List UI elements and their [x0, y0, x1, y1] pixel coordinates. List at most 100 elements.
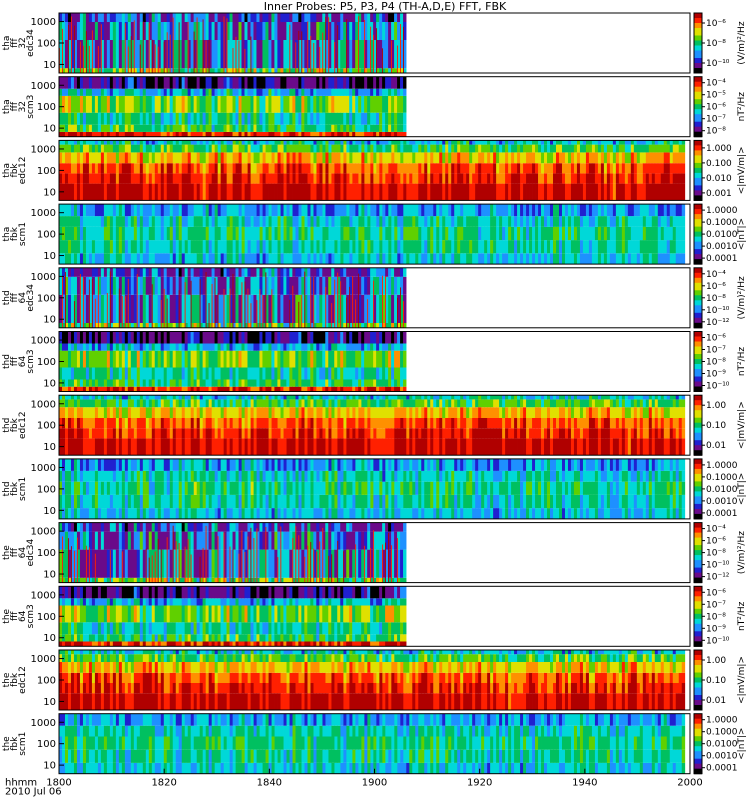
spectrogram-cell: [103, 76, 108, 89]
spectrogram-cell: [247, 183, 252, 201]
spectrogram-cell: [130, 144, 135, 153]
spectrogram-cell: [289, 76, 293, 89]
spectrogram-cell: [250, 95, 254, 113]
spectrogram-cell: [588, 140, 593, 145]
spectrogram-cell: [403, 173, 407, 184]
spectrogram-cell: [436, 253, 440, 265]
colorbar-tick-label: 10⁻¹⁰: [706, 306, 730, 316]
spectrogram-cell: [334, 350, 338, 368]
spectrogram-cell: [346, 276, 350, 295]
spectrogram-cell: [325, 240, 329, 254]
spectrogram-cell: [289, 152, 293, 164]
spectrogram-cell: [181, 163, 186, 174]
spectrogram-cell: [127, 379, 132, 387]
spectrogram-cell: [463, 204, 467, 217]
spectrogram-cell: [226, 173, 231, 184]
spectrogram-cell: [343, 216, 347, 227]
colorbar-segment: [694, 167, 702, 171]
spectrogram-cell: [133, 323, 138, 328]
spectrogram-cell: [406, 144, 410, 153]
spectrogram-cell: [379, 267, 383, 277]
spectrogram-cell: [73, 76, 78, 89]
spectrogram-cell: [256, 350, 260, 368]
spectrogram-cell: [241, 112, 245, 125]
spectrogram-cell: [361, 216, 365, 227]
spectrogram-cell: [603, 253, 608, 265]
spectrogram-cell: [67, 112, 72, 125]
spectrogram-cell: [280, 350, 284, 368]
spectrogram-cell: [115, 386, 120, 392]
spectrogram-cell: [325, 350, 329, 368]
colorbar-segment: [694, 185, 702, 189]
spectrogram-cell: [511, 253, 515, 265]
spectrogram-cell: [361, 152, 365, 164]
spectrogram-cell: [247, 124, 251, 132]
spectrogram-cell: [217, 379, 221, 387]
spectrogram-cell: [394, 124, 398, 132]
spectrogram-cell: [280, 131, 284, 137]
spectrogram-cell: [427, 226, 431, 241]
spectrogram-cell: [627, 140, 632, 145]
spectrogram-cell: [250, 267, 254, 277]
spectrogram-cell: [157, 144, 162, 153]
spectrogram-cell: [454, 173, 458, 184]
spectrogram-cell: [169, 379, 174, 387]
spectrogram-cell: [304, 40, 308, 69]
spectrogram-cell: [163, 183, 168, 201]
spectrogram-cell: [118, 294, 123, 323]
spectrogram-cell: [400, 204, 404, 217]
spectrogram-cell: [265, 68, 269, 73]
spectrogram-cell: [145, 331, 150, 344]
spectrogram-cell: [624, 140, 629, 145]
spectrogram-cell: [76, 294, 81, 323]
spectrogram-cell: [403, 343, 407, 351]
spectrogram-cell: [624, 173, 629, 184]
spectrogram-cell: [349, 294, 353, 323]
spectrogram-cell: [97, 350, 102, 368]
spectrogram-cell: [310, 152, 314, 164]
spectrogram-cell: [163, 95, 168, 113]
spectrogram-cell: [97, 343, 102, 351]
spectrogram-cell: [367, 144, 371, 153]
spectrogram-cell: [292, 152, 296, 164]
spectrogram-cell: [343, 294, 347, 323]
spectrogram-cell: [307, 204, 311, 217]
spectrogram-cell: [556, 204, 560, 217]
spectrogram-cell: [391, 379, 395, 387]
spectrogram-cell: [606, 204, 611, 217]
spectrogram-cell: [217, 331, 221, 344]
spectrogram-cell: [160, 267, 165, 277]
spectrogram-cell: [385, 163, 389, 174]
spectrogram-cell: [675, 140, 680, 145]
spectrogram-cell: [238, 267, 242, 277]
spectrogram-spike: [313, 43, 315, 73]
spectrogram-cell: [202, 379, 206, 387]
spectrogram-cell: [85, 152, 90, 164]
spectrogram-cell: [217, 40, 221, 69]
spectrogram-cell: [232, 40, 236, 69]
spectrogram-cell: [484, 204, 488, 217]
spectrogram-cell: [475, 226, 479, 241]
spectrogram-cell: [97, 173, 102, 184]
spectrogram-cell: [178, 204, 183, 217]
spectrogram-cell: [259, 226, 263, 241]
spectrogram-cell: [292, 331, 296, 344]
spectrogram-cell: [442, 204, 446, 217]
spectrogram-cell: [133, 379, 138, 387]
spectrogram-cell: [226, 379, 230, 387]
spectrogram-cell: [121, 68, 126, 73]
spectrogram-cell: [523, 144, 527, 153]
spectrogram-cell: [654, 204, 659, 217]
spectrogram-cell: [151, 343, 156, 351]
spectrogram-cell: [172, 276, 177, 295]
spectrogram-cell: [295, 88, 299, 96]
y-tick-label: 1000: [31, 17, 56, 28]
spectrogram-cell: [253, 331, 257, 344]
spectrogram-cell: [112, 112, 117, 125]
spectrogram-cell: [358, 379, 362, 387]
spectrogram-cell: [190, 88, 195, 96]
spectrogram-cell: [97, 144, 102, 153]
spectrogram-cell: [535, 240, 539, 254]
spectrogram-cell: [118, 140, 123, 145]
spectrogram-cell: [235, 88, 239, 96]
